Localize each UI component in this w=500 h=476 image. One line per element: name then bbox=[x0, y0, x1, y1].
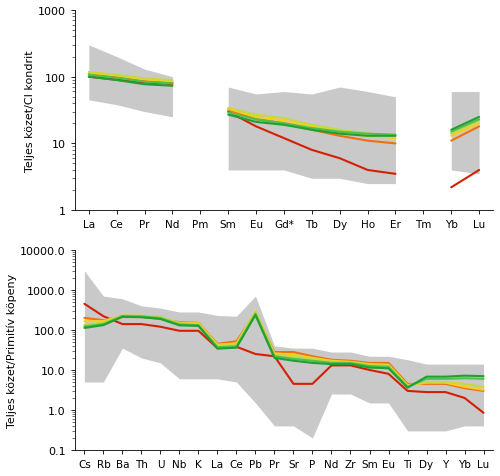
Y-axis label: Teljes közet/CI kondrit: Teljes közet/CI kondrit bbox=[25, 50, 35, 171]
Y-axis label: Teljes közet/Primitív köpeny: Teljes közet/Primitív köpeny bbox=[7, 273, 18, 427]
